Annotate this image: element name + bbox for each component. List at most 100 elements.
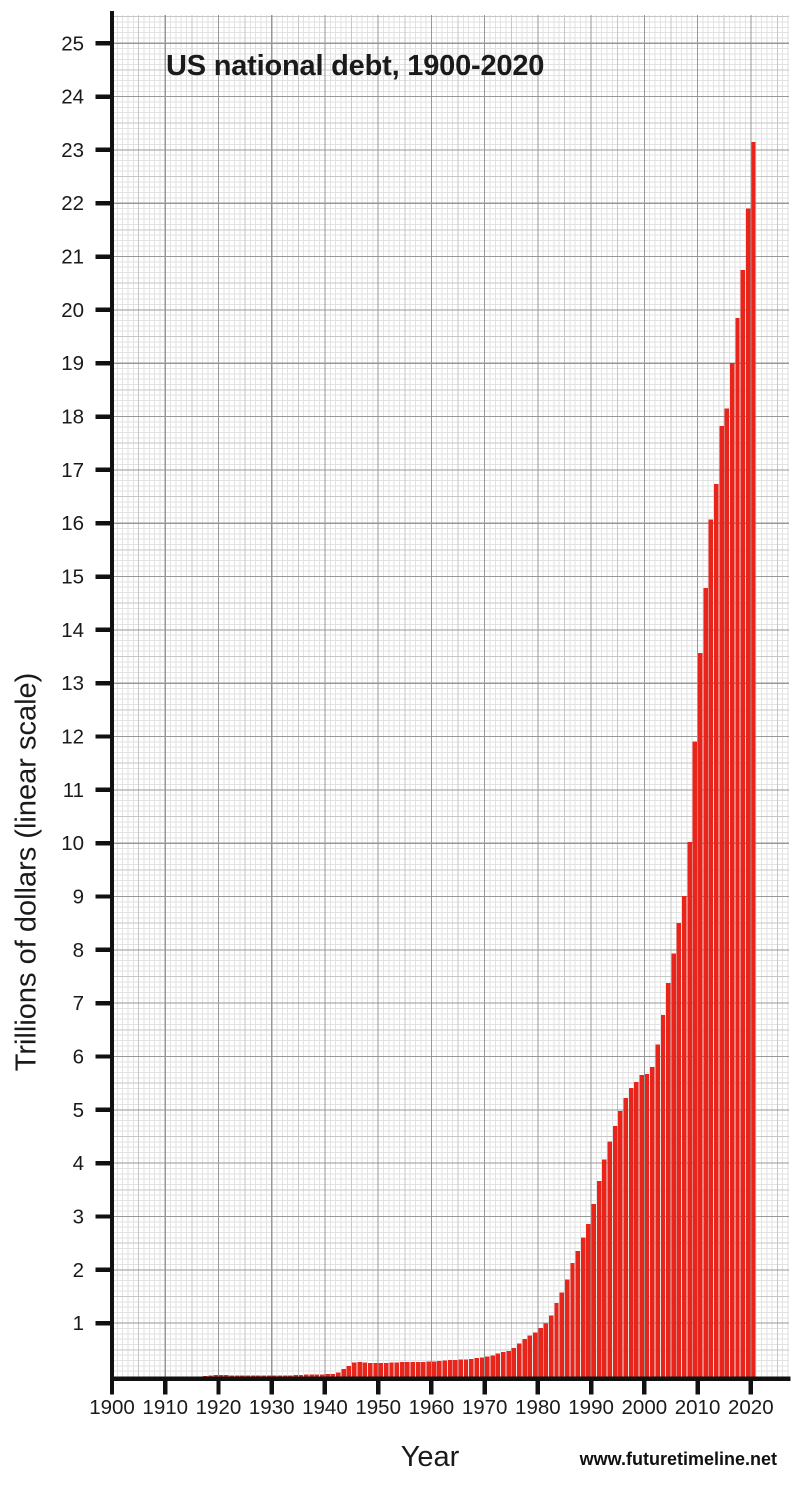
- x-axis-label: Year: [400, 1441, 460, 1473]
- grid-minor: [112, 15, 789, 1377]
- bar-1923: [234, 1375, 240, 1377]
- bar-1969: [479, 1357, 485, 1377]
- grid-major: [112, 15, 789, 1377]
- bar-1961: [437, 1361, 442, 1377]
- bar-1970: [485, 1356, 490, 1377]
- watermark-url: www.futuretimeline.net: [579, 1449, 777, 1469]
- svg-text:1960: 1960: [409, 1396, 455, 1419]
- svg-text:5: 5: [73, 1099, 84, 1122]
- bar-2018: [740, 269, 746, 1377]
- bar-1944: [346, 1365, 352, 1377]
- bar-1998: [634, 1081, 639, 1377]
- bar-1991: [596, 1181, 602, 1377]
- svg-text:2010: 2010: [675, 1396, 721, 1419]
- svg-text:2020: 2020: [728, 1396, 774, 1419]
- bar-1957: [415, 1362, 421, 1377]
- bar-1967: [469, 1359, 474, 1377]
- bar-1971: [490, 1355, 495, 1377]
- grid-medium: [112, 15, 789, 1377]
- bar-1963: [447, 1360, 453, 1377]
- bar-2016: [729, 363, 735, 1377]
- bar-1959: [426, 1361, 431, 1377]
- bar-2003: [660, 1014, 666, 1377]
- bar-2006: [676, 922, 682, 1377]
- bar-1918: [208, 1375, 213, 1377]
- bar-1955: [405, 1361, 410, 1377]
- bar-1937: [309, 1374, 314, 1377]
- bar-2020: [751, 141, 756, 1377]
- bar-1999: [639, 1074, 644, 1377]
- bar-1954: [399, 1362, 405, 1377]
- bar-1986: [570, 1263, 575, 1377]
- bar-1945: [352, 1362, 357, 1377]
- chart-title: US national debt, 1900-2020: [166, 50, 545, 82]
- y-axis-label: Trillions of dollars (linear scale): [10, 672, 43, 1072]
- bar-1940: [325, 1374, 330, 1377]
- bar-1938: [314, 1374, 320, 1377]
- svg-text:1920: 1920: [196, 1396, 242, 1419]
- svg-text:3: 3: [73, 1206, 84, 1229]
- bar-1994: [612, 1126, 618, 1377]
- bar-1987: [575, 1251, 581, 1377]
- svg-text:1950: 1950: [355, 1396, 401, 1419]
- bar-1997: [628, 1087, 634, 1377]
- bar-2010: [698, 653, 703, 1377]
- bar-1924: [240, 1375, 245, 1377]
- svg-text:12: 12: [61, 726, 84, 749]
- bar-1931: [277, 1375, 282, 1377]
- bar-1966: [463, 1359, 469, 1377]
- bar-1952: [389, 1362, 394, 1377]
- svg-text:8: 8: [73, 939, 84, 962]
- svg-text:11: 11: [63, 779, 84, 802]
- svg-text:1990: 1990: [568, 1396, 614, 1419]
- bar-2008: [687, 841, 692, 1377]
- svg-text:9: 9: [73, 886, 84, 909]
- bar-1928: [261, 1375, 266, 1377]
- svg-text:2: 2: [73, 1259, 84, 1282]
- bar-2002: [655, 1044, 660, 1377]
- bar-1920: [218, 1375, 224, 1377]
- svg-text:1: 1: [73, 1312, 84, 1335]
- svg-text:21: 21: [61, 246, 84, 269]
- svg-text:13: 13: [61, 672, 84, 695]
- bar-1993: [607, 1141, 612, 1377]
- bar-1930: [272, 1375, 277, 1377]
- bar-1972: [495, 1353, 501, 1377]
- bar-1975: [511, 1348, 517, 1377]
- bar-1995: [618, 1111, 623, 1377]
- bar-1934: [293, 1375, 298, 1377]
- bar-1951: [383, 1362, 389, 1377]
- bar-1956: [410, 1361, 415, 1377]
- svg-text:2000: 2000: [622, 1396, 668, 1419]
- svg-text:25: 25: [61, 32, 84, 55]
- bar-1953: [394, 1362, 400, 1377]
- svg-text:18: 18: [61, 406, 84, 429]
- bar-2007: [682, 896, 687, 1377]
- bar-1982: [548, 1315, 554, 1377]
- svg-text:20: 20: [61, 299, 84, 322]
- svg-text:7: 7: [73, 992, 84, 1015]
- bars: [112, 141, 756, 1377]
- bar-1939: [320, 1374, 325, 1377]
- bar-1925: [245, 1375, 250, 1377]
- bar-1948: [367, 1363, 373, 1377]
- bar-1988: [580, 1237, 586, 1377]
- bar-1979: [532, 1332, 538, 1377]
- svg-text:1940: 1940: [302, 1396, 348, 1419]
- bar-1935: [298, 1374, 304, 1377]
- bar-1950: [378, 1362, 384, 1377]
- svg-text:6: 6: [73, 1046, 84, 1069]
- bar-1984: [559, 1292, 565, 1377]
- svg-text:24: 24: [61, 86, 84, 109]
- bar-1983: [554, 1303, 559, 1377]
- bar-2019: [745, 208, 751, 1377]
- bar-1964: [453, 1359, 458, 1377]
- bar-1980: [538, 1328, 543, 1377]
- svg-text:1900: 1900: [89, 1396, 135, 1419]
- svg-text:14: 14: [61, 619, 84, 642]
- bar-1965: [458, 1359, 463, 1377]
- svg-text:16: 16: [61, 512, 84, 535]
- bar-1977: [522, 1339, 527, 1377]
- bar-2001: [650, 1066, 655, 1377]
